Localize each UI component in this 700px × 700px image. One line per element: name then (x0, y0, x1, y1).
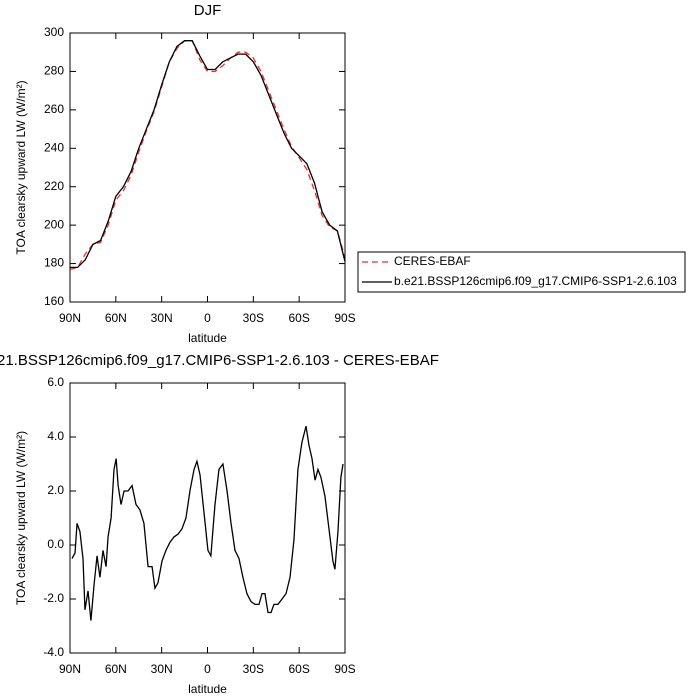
x-tick-label: 60N (105, 662, 127, 676)
x-tick-label: 30S (243, 311, 264, 325)
x-tick-label: 30S (243, 662, 264, 676)
x-tick-label: 60N (105, 311, 127, 325)
y-tick-label: 280 (44, 64, 64, 78)
data-line (71, 426, 344, 621)
x-tick-label: 60S (288, 311, 309, 325)
x-tick-label: 90S (334, 662, 355, 676)
x-tick-label: 90S (334, 311, 355, 325)
legend-label: b.e21.BSSP126cmip6.f09_g17.CMIP6-SSP1-2.… (394, 274, 677, 288)
x-axis-label: latitude (188, 682, 227, 696)
x-tick-label: 0 (204, 311, 211, 325)
plot-frame (69, 32, 346, 303)
chart-title: DJF (194, 2, 222, 19)
y-tick-label: -2.0 (43, 591, 64, 605)
y-tick-label: 2.0 (47, 483, 64, 497)
y-tick-label: 6.0 (47, 375, 64, 389)
y-tick-label: 200 (44, 217, 64, 231)
x-tick-label: 90N (59, 662, 81, 676)
data-line (70, 40, 346, 269)
chart-title: b.e21.BSSP126cmip6.f09_g17.CMIP6-SSP1-2.… (0, 352, 439, 369)
y-tick-label: 180 (44, 256, 64, 270)
data-line (69, 40, 346, 270)
x-tick-label: 30N (151, 311, 173, 325)
legend-label: CERES-EBAF (394, 254, 471, 268)
y-tick-label: 300 (44, 25, 64, 39)
y-tick-label: 0.0 (47, 537, 64, 551)
y-tick-label: 220 (44, 179, 64, 193)
legend-box (357, 251, 686, 293)
x-tick-label: 60S (288, 662, 309, 676)
x-axis-label: latitude (188, 331, 227, 345)
y-tick-label: 4.0 (47, 429, 64, 443)
x-tick-label: 90N (59, 311, 81, 325)
x-tick-label: 0 (204, 662, 211, 676)
y-tick-label: 260 (44, 102, 64, 116)
x-tick-label: 30N (151, 662, 173, 676)
y-tick-label: 160 (44, 294, 64, 308)
y-axis-label: TOA clearsky upward LW (W/m²) (14, 80, 28, 254)
y-tick-label: -4.0 (43, 645, 64, 659)
y-axis-label: TOA clearsky upward LW (W/m²) (14, 431, 28, 605)
y-tick-label: 240 (44, 140, 64, 154)
